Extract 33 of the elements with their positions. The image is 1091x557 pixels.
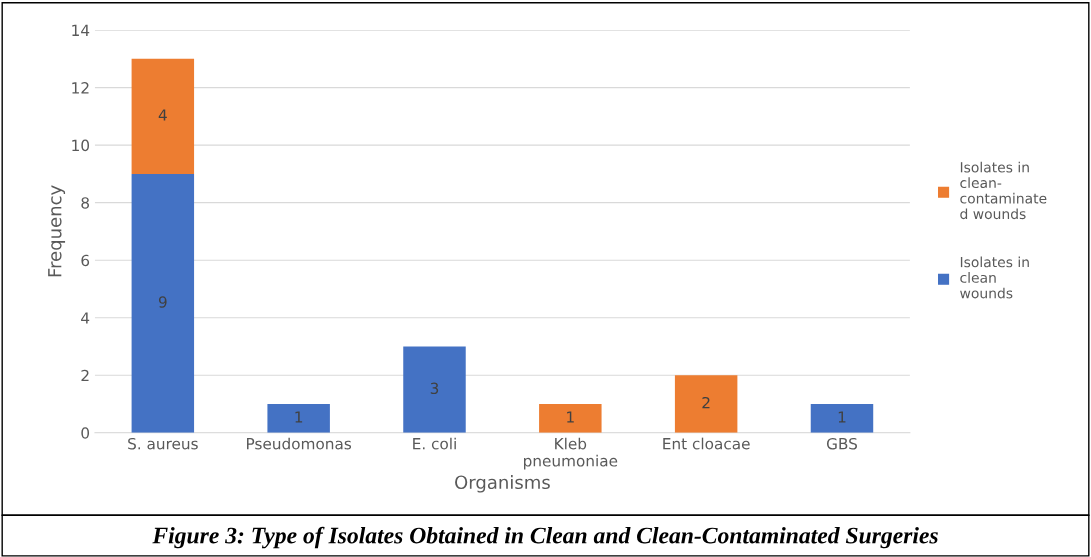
bar — [267, 404, 330, 433]
bar — [674, 375, 738, 433]
x-tick-label: Ent cloacae — [663, 437, 750, 450]
data-label: 1 — [295, 411, 303, 423]
data-label: 1 — [567, 411, 574, 423]
caption: Figure 3: Type of Isolates Obtained in Clean and Clean-Contaminated Surgeries — [152, 526, 938, 549]
y-tick-label: 2 — [81, 369, 89, 382]
bar — [403, 346, 466, 433]
y-tick-label: 12 — [72, 82, 89, 94]
x-tick-label: Pseudomonas — [247, 437, 352, 450]
data-label: 9 — [158, 296, 167, 308]
y-tick-label: 10 — [72, 139, 90, 152]
legend-label: Isolates in clean wounds — [960, 256, 1029, 299]
y-tick-label: 8 — [81, 197, 90, 209]
data-label: 3 — [430, 382, 439, 395]
y-axis-title: Frequency — [48, 185, 66, 277]
bar — [810, 404, 874, 433]
bar — [539, 404, 602, 433]
y-tick-label: 6 — [81, 254, 90, 267]
data-label: 2 — [702, 396, 710, 409]
y-tick-label: 14 — [72, 24, 90, 36]
bar — [131, 58, 195, 174]
legend-label: Isolates in clean-contaminated wounds — [960, 161, 1047, 220]
y-tick-label: 0 — [81, 427, 90, 439]
data-label: 1 — [838, 411, 846, 423]
x-tick-label: S. aureus — [128, 437, 198, 450]
x-tick-label: E. coli — [413, 437, 456, 450]
x-tick-label: Kleb pneumoniae — [524, 437, 618, 470]
data-label: 4 — [158, 109, 167, 121]
x-tick-label: GBS — [826, 437, 857, 450]
y-tick-label: 4 — [81, 312, 90, 324]
bar — [131, 173, 195, 433]
x-axis-title: Organisms — [455, 475, 550, 493]
